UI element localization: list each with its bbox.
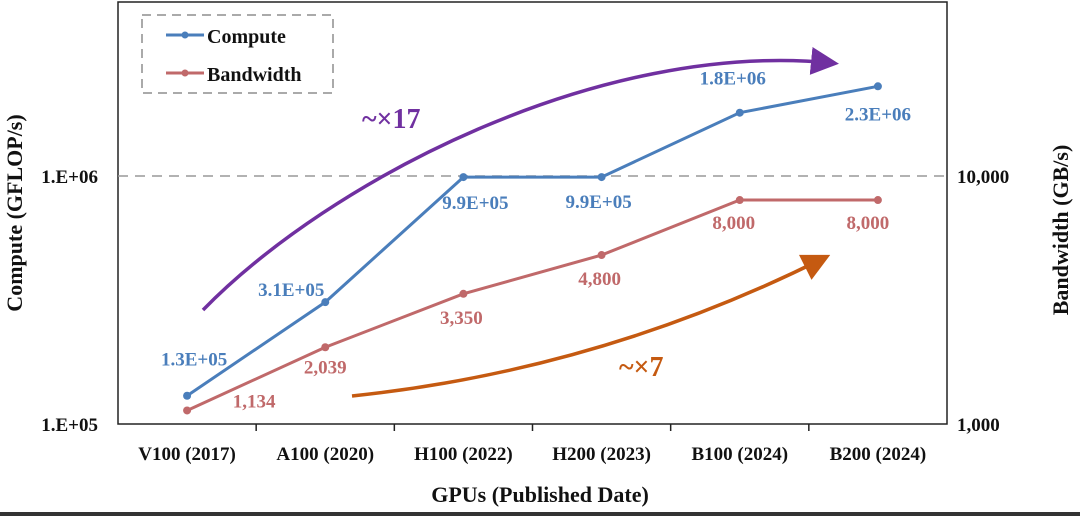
x-tick-label: A100 (2020) xyxy=(276,444,374,465)
bandwidth-growth-annotation: ~×7 xyxy=(619,352,664,383)
bandwidth-point xyxy=(873,196,882,205)
compute-data-label: 9.9E+05 xyxy=(442,193,508,214)
x-axis-title: GPUs (Published Date) xyxy=(431,482,649,507)
bandwidth-point xyxy=(597,251,606,260)
compute-growth-arrow xyxy=(201,47,839,312)
compute-point xyxy=(459,173,468,182)
x-tick-label: V100 (2017) xyxy=(138,444,236,465)
bandwidth-point xyxy=(321,343,330,352)
compute-data-label: 2.3E+06 xyxy=(845,104,911,125)
bandwidth-data-label: 2,039 xyxy=(304,357,347,378)
bottom-border xyxy=(0,512,1080,516)
bandwidth-data-label: 1,134 xyxy=(233,391,276,412)
legend-bandwidth-label: Bandwidth xyxy=(207,64,302,86)
compute-data-label: 1.3E+05 xyxy=(161,350,227,371)
compute-point xyxy=(597,173,606,182)
compute-line xyxy=(186,84,879,397)
legend-compute-label: Compute xyxy=(207,26,286,48)
legend-box xyxy=(141,14,334,94)
y-tick-label: 1.E+05 xyxy=(41,415,98,436)
compute-point xyxy=(321,298,330,307)
compute-growth-annotation: ~×17 xyxy=(362,104,421,135)
bandwidth-point xyxy=(183,406,192,415)
bandwidth-data-label: 3,350 xyxy=(440,308,483,329)
bandwidth-line xyxy=(186,198,878,412)
bandwidth-point xyxy=(735,196,744,205)
x-tick-label: H200 (2023) xyxy=(552,444,651,465)
compute-data-label: 9.9E+05 xyxy=(565,192,631,213)
bandwidth-growth-arrow xyxy=(351,254,831,398)
legend: Compute Bandwidth xyxy=(141,14,334,94)
bandwidth-data-label: 8,000 xyxy=(712,213,755,234)
bandwidth-data-label: 8,000 xyxy=(847,213,890,234)
compute-point xyxy=(735,108,744,117)
legend-compute-marker xyxy=(181,31,189,39)
compute-data-label: 1.8E+06 xyxy=(700,69,766,90)
y2-axis-title: Bandwidth (GB/s) xyxy=(1048,145,1073,316)
compute-point xyxy=(183,391,192,400)
legend-bandwidth-marker xyxy=(181,69,189,77)
compute-point xyxy=(873,82,882,91)
x-tick-label: H100 (2022) xyxy=(414,444,513,465)
bandwidth-point xyxy=(459,289,468,298)
bandwidth-data-label: 4,800 xyxy=(578,269,621,290)
y-axis-title: Compute (GFLOP/s) xyxy=(2,114,27,311)
x-tick-label: B100 (2024) xyxy=(691,444,788,465)
y-tick-label: 1.E+06 xyxy=(41,167,98,188)
compute-data-label: 3.1E+05 xyxy=(258,280,324,301)
y2-tick-label: 10,000 xyxy=(957,167,1009,188)
x-tick-label: B200 (2024) xyxy=(830,444,927,465)
y2-tick-label: 1,000 xyxy=(957,415,1000,436)
